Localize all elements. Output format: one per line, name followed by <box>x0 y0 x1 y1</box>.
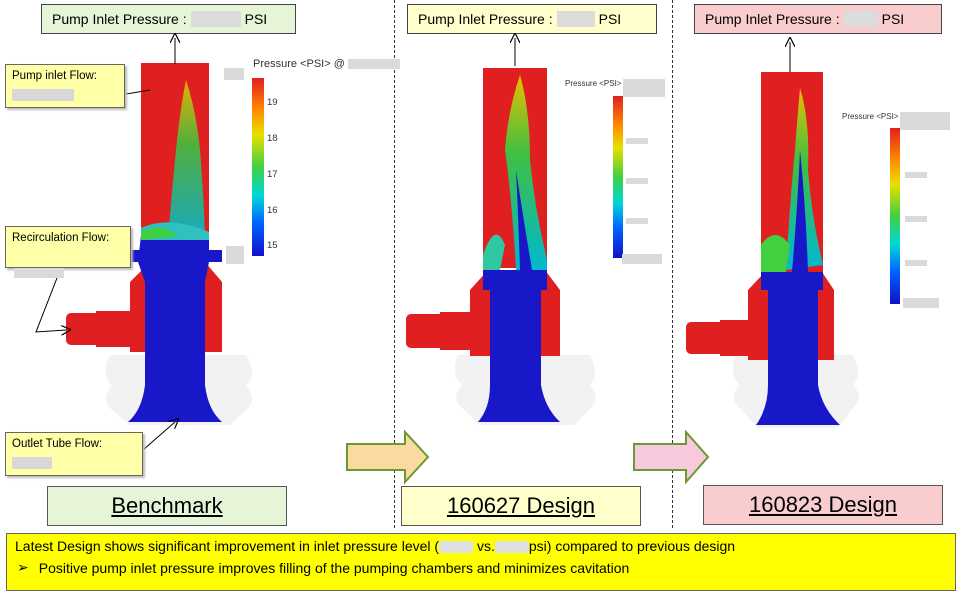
redacted-value <box>12 456 52 469</box>
color-legend-bar-160627 <box>613 96 623 258</box>
redacted-value <box>439 541 474 554</box>
legend-title-160823: Pressure <PSI> <box>842 112 899 121</box>
callout-label: Outlet Tube Flow: <box>12 438 103 450</box>
legend-tick: 18 <box>267 133 278 144</box>
redacted-legend-min <box>226 246 244 264</box>
legend-tick: 17 <box>267 169 278 180</box>
pump-inlet-pressure-box-160627: Pump Inlet Pressure : PSI <box>407 4 657 34</box>
summary-box: Latest Design shows significant improvem… <box>6 533 956 591</box>
redacted-value <box>190 11 241 27</box>
pump-model-160823 <box>686 42 859 428</box>
legend-tick: 15 <box>267 240 278 251</box>
redacted-legend-tick <box>905 260 927 266</box>
pump-model-160627 <box>406 38 596 425</box>
callout-pump-inlet-flow: Pump inlet Flow: <box>5 64 125 108</box>
legend-title-160627: Pressure <PSI> <box>565 79 622 88</box>
pressure-label: Pump Inlet Pressure : <box>418 11 553 27</box>
panel-divider-2 <box>672 0 673 528</box>
callout-label: Pump inlet Flow: <box>12 70 98 82</box>
summary-line-2: ➢ Positive pump inlet pressure improves … <box>17 559 630 576</box>
arrow-bullet-icon: ➢ <box>17 559 29 575</box>
pressure-label: Pump Inlet Pressure : <box>52 11 187 27</box>
color-legend-bar-160823 <box>890 128 900 304</box>
redacted-legend-min <box>903 298 939 308</box>
callout-label: Recirculation Flow: <box>12 232 110 244</box>
design-label-benchmark: Benchmark <box>47 486 287 526</box>
color-legend-bar-main <box>252 78 264 256</box>
redacted-value <box>494 541 529 554</box>
redacted-legend-tick <box>905 216 927 222</box>
redacted-legend-max <box>224 68 244 80</box>
redacted-legend-tick <box>626 138 648 144</box>
redacted-legend-header <box>623 79 665 97</box>
pressure-unit: PSI <box>598 11 622 27</box>
pump-inlet-pressure-box-160823: Pump Inlet Pressure : PSI <box>694 4 942 34</box>
redacted-legend-tick <box>905 172 927 178</box>
transition-arrow-1 <box>346 429 430 485</box>
redacted-legend-tick <box>626 178 648 184</box>
redacted-value <box>843 11 878 27</box>
transition-arrow-2 <box>633 429 710 485</box>
pressure-unit: PSI <box>244 11 268 27</box>
pressure-label: Pump Inlet Pressure : <box>705 11 840 27</box>
callout-outlet-tube-flow: Outlet Tube Flow: <box>5 432 143 476</box>
summary-line-1: Latest Design shows significant improvem… <box>15 538 736 554</box>
callout-recirculation-flow: Recirculation Flow: <box>5 226 131 268</box>
legend-title-main: Pressure <PSI> @ <box>253 58 400 70</box>
pressure-unit: PSI <box>881 11 905 27</box>
redacted-legend-tick <box>626 218 648 224</box>
panel-divider-1 <box>394 0 395 528</box>
pump-model-benchmark <box>35 38 252 451</box>
redacted-value <box>12 88 74 101</box>
redacted-legend-min <box>622 254 662 264</box>
redacted-value <box>14 268 64 278</box>
redacted-legend-header <box>900 112 950 130</box>
legend-tick: 16 <box>267 205 278 216</box>
design-label-160823: 160823 Design <box>703 485 943 525</box>
pump-inlet-pressure-box-benchmark: Pump Inlet Pressure : PSI <box>41 4 296 34</box>
design-label-160627: 160627 Design <box>401 486 641 526</box>
redacted-value <box>556 11 595 27</box>
legend-tick: 19 <box>267 97 278 108</box>
